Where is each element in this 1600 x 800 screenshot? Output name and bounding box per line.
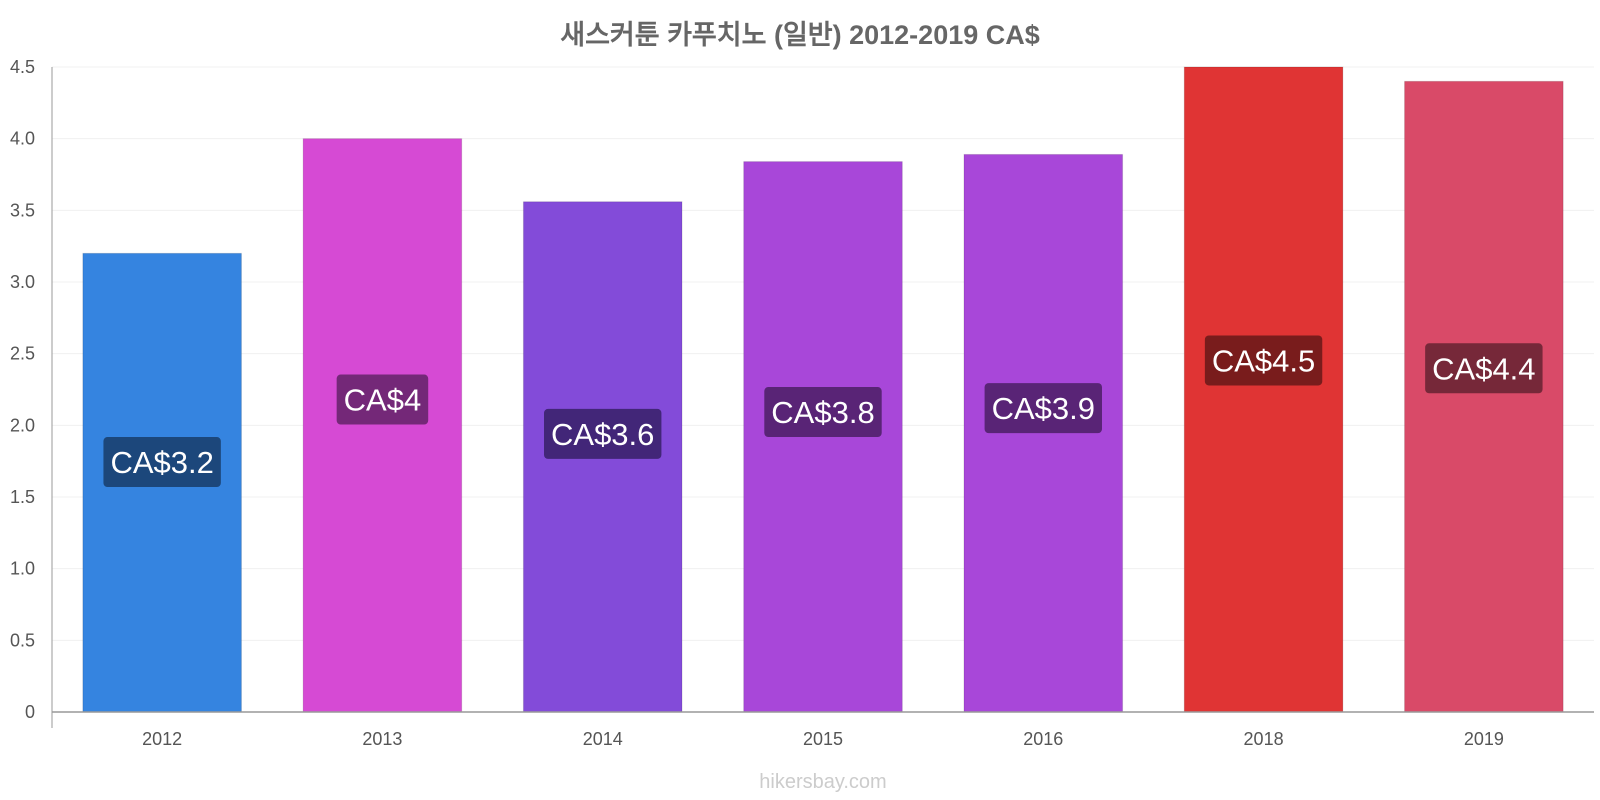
value-label-bg: [336, 374, 429, 425]
value-label-text: CA$3.2: [110, 445, 213, 480]
y-axis: 0 0.5 1.0 1.5 2.0 2.5 3.0 3.5 4.0 4.5: [10, 57, 53, 728]
value-label-bg: [984, 383, 1102, 434]
bar: [302, 138, 463, 713]
bar: [963, 153, 1124, 713]
x-axis: 2012 2013 2014 2015 2016 2018 2019: [52, 711, 1594, 749]
value-label-text: CA$3.8: [771, 395, 874, 430]
value-label-bg: [103, 437, 221, 488]
value-labels: CA$3.2 CA$4 CA$3.6 CA$3.8 CA$3.9 CA$4.5 CA$4.4: [103, 335, 1543, 488]
value-label-bg: [1425, 343, 1543, 394]
value-label: CA$3.9: [984, 383, 1102, 434]
y-tick-label: 0: [25, 702, 35, 722]
x-tick-label: 2013: [362, 729, 402, 749]
value-label: CA$4.4: [1425, 343, 1543, 394]
y-tick-label: 2.5: [10, 344, 35, 364]
bar: [1183, 66, 1344, 713]
chart-title: 새스커툰 카푸치노 (일반) 2012-2019 CA$: [560, 20, 1040, 50]
value-label-text: CA$4.5: [1212, 343, 1315, 378]
x-tick-label: 2018: [1244, 729, 1284, 749]
watermark: hikersbay.com: [759, 771, 886, 793]
value-label-text: CA$3.6: [551, 417, 654, 452]
value-label-bg: [544, 408, 662, 459]
bar: [1404, 80, 1564, 713]
y-tick-label: 2.0: [10, 415, 35, 435]
value-label-text: CA$4: [344, 383, 422, 418]
y-tick-label: 3.0: [10, 272, 35, 292]
y-tick-label: 4.5: [10, 57, 35, 77]
value-label: CA$3.6: [544, 408, 662, 459]
x-tick-label: 2012: [142, 729, 182, 749]
x-tick-label: 2016: [1023, 729, 1063, 749]
y-tick-label: 0.5: [10, 630, 35, 650]
y-tick-label: 4.0: [10, 129, 35, 149]
value-label-bg: [1204, 335, 1323, 386]
value-label-text: CA$4.4: [1432, 351, 1535, 386]
y-tick-label: 1.5: [10, 487, 35, 507]
x-tick-label: 2014: [583, 729, 623, 749]
y-tick-label: 1.0: [10, 559, 35, 579]
x-tick-label: 2015: [803, 729, 843, 749]
value-label: CA$3.2: [103, 437, 221, 488]
x-tick-label: 2019: [1464, 729, 1504, 749]
value-label-bg: [764, 387, 882, 438]
value-label-text: CA$3.9: [992, 391, 1095, 426]
value-label: CA$3.8: [764, 387, 882, 438]
value-label: CA$4: [336, 374, 429, 425]
y-tick-label: 3.5: [10, 200, 35, 220]
value-label: CA$4.5: [1204, 335, 1323, 386]
